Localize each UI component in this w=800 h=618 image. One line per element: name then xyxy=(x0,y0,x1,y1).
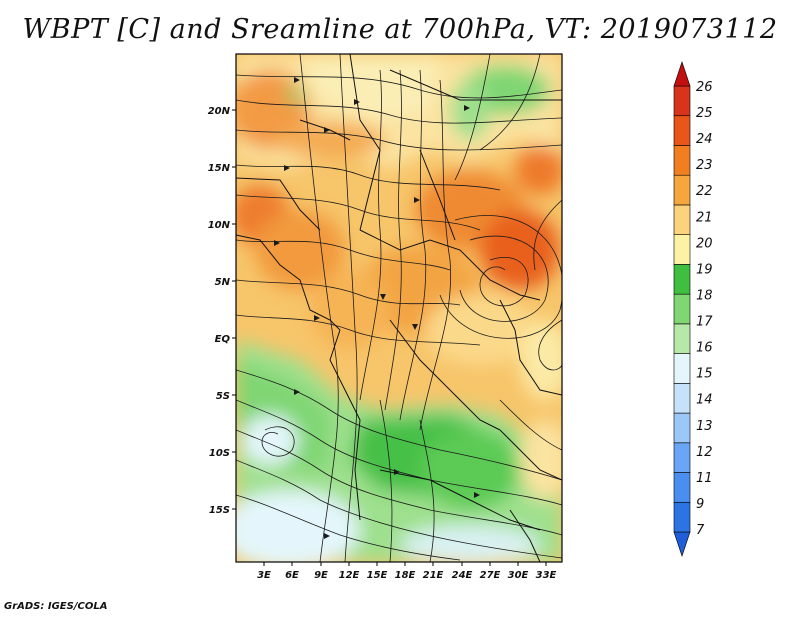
country-borders xyxy=(236,54,562,562)
streamlines xyxy=(236,54,562,562)
map-frame xyxy=(235,53,563,563)
colorbar-segment xyxy=(673,204,691,235)
lon-label-9e: 9E xyxy=(314,570,328,581)
lon-label-21e: 21E xyxy=(423,570,444,581)
lat-label-5s: 5S xyxy=(216,391,230,402)
lon-label-12e: 12E xyxy=(339,570,360,581)
colorbar-segment xyxy=(673,442,691,473)
colorbar-segment xyxy=(673,61,691,87)
lat-label-eq: EQ xyxy=(215,334,231,345)
lat-label-15n: 15N xyxy=(208,163,231,174)
colorbar-segments xyxy=(673,61,691,557)
wbpt-shading xyxy=(236,54,562,562)
colorbar-segment xyxy=(673,531,691,557)
chart-title: WBPT [C] and Sreamline at 700hPa, VT: 20… xyxy=(22,14,778,45)
colorbar-label: 9 xyxy=(696,497,704,512)
colorbar-segment xyxy=(673,293,691,325)
colorbar-segment xyxy=(673,145,691,176)
lat-label-20n: 20N xyxy=(208,106,231,117)
colorbar-label: 19 xyxy=(696,262,713,277)
colorbar-segment xyxy=(673,353,691,384)
colorbar-label: 20 xyxy=(696,236,713,251)
colorbar-label: 25 xyxy=(696,106,713,121)
colorbar-label: 16 xyxy=(696,341,713,356)
colorbar-label: 13 xyxy=(696,419,713,434)
lon-label-15e: 15E xyxy=(367,570,388,581)
colorbar-labels: 7 9 11 12 13 14 15 16 17 18 19 20 21 22 23 24 25 26 xyxy=(696,80,713,538)
colorbar-segment xyxy=(673,115,691,146)
colorbar-segment xyxy=(673,323,691,354)
colorbar-label: 21 xyxy=(696,210,713,225)
lon-label-33e: 33E xyxy=(536,570,557,581)
latitude-axis: 20N 15N 10N 5N EQ 5S 10S 15S xyxy=(208,106,236,516)
colorbar-label: 11 xyxy=(696,471,713,486)
lat-label-10n: 10N xyxy=(208,220,231,231)
lon-label-18e: 18E xyxy=(395,570,416,581)
footer-credit: GrADS: IGES/COLA xyxy=(4,601,108,612)
colorbar-label: 22 xyxy=(696,184,713,199)
lat-label-5n: 5N xyxy=(215,277,231,288)
colorbar-label: 17 xyxy=(696,315,713,330)
colorbar-segment xyxy=(673,264,691,295)
lon-label-27e: 27E xyxy=(480,570,501,581)
colorbar: 7 9 11 12 13 14 15 16 17 18 19 20 21 22 23 24 25 26 xyxy=(673,61,713,557)
colorbar-segment xyxy=(673,85,691,117)
colorbar-segment xyxy=(673,174,691,206)
colorbar-label: 23 xyxy=(696,158,713,173)
colorbar-segment xyxy=(673,383,691,414)
colorbar-segment xyxy=(673,412,691,444)
lon-label-24e: 24E xyxy=(452,570,473,581)
lat-label-10s: 10S xyxy=(209,448,230,459)
colorbar-label: 12 xyxy=(696,445,713,460)
longitude-axis: 3E 6E 9E 12E 15E 18E 21E 24E 27E 30E 33E xyxy=(257,562,557,581)
colorbar-label: 15 xyxy=(696,367,713,382)
lon-label-30e: 30E xyxy=(508,570,529,581)
lon-label-6e: 6E xyxy=(285,570,299,581)
colorbar-segment xyxy=(673,234,691,265)
lat-label-15s: 15S xyxy=(209,505,230,516)
colorbar-label: 24 xyxy=(696,132,713,147)
colorbar-label: 26 xyxy=(696,80,713,95)
colorbar-segment xyxy=(673,501,691,533)
colorbar-segment xyxy=(673,472,691,503)
lon-label-3e: 3E xyxy=(257,570,271,581)
colorbar-label: 18 xyxy=(696,288,713,303)
colorbar-label: 14 xyxy=(696,393,713,408)
colorbar-label: 7 xyxy=(696,523,705,538)
